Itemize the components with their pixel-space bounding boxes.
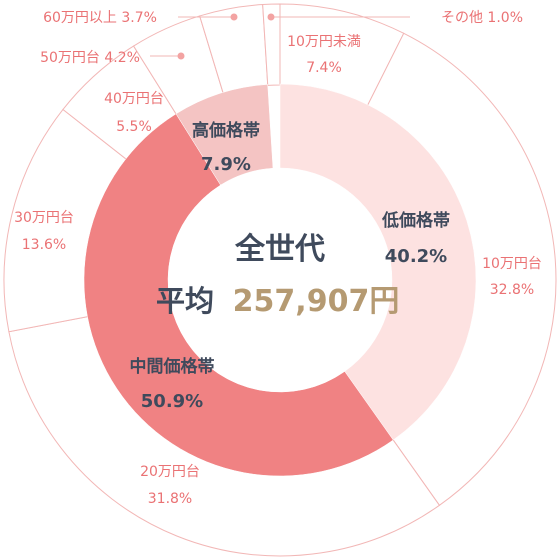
center-title: 全世代 [234,232,325,267]
inner-label-value-1: 40.2% [385,246,447,267]
inner-label-name-3: 高価格帯 [192,120,260,141]
inner-label-value-2: 50.9% [141,391,203,412]
inner-ring-group [83,83,477,477]
outer-label-name-1: 10万円未満 [287,34,361,50]
outer-label-name-4: 30万円台 [14,210,74,226]
outer-label-value-1: 7.4% [306,60,342,76]
inner-label-group: 低価格帯 40.2% 中間価格帯 50.9% 高価格帯 7.9% [130,120,451,412]
outer-label-group: 10万円未満 7.4% 10万円台 32.8% 20万円台 31.8% 30万円台 13.6%… [14,10,542,507]
outer-label-name-2: 10万円台 [482,256,542,272]
inner-slice-2 [83,113,394,477]
outer-label-8: その他 1.0% [441,10,523,26]
inner-label-value-3: 7.9% [201,154,251,175]
inner-slice-3 [175,84,274,186]
outer-label-value-4: 13.6% [22,237,66,253]
outer-label-value-3: 31.8% [148,491,192,507]
average-label: 平均 [156,284,214,318]
leader-line-group [150,13,410,60]
leader-dot-2 [230,13,238,21]
outer-ring-group [3,3,557,557]
leader-dot-3 [267,13,275,21]
outer-label-7: 60万円以上 3.7% [43,10,157,26]
outer-label-name-5: 40万円台 [104,91,164,107]
outer-label-6: 50万円台 4.2% [40,50,140,66]
leader-dot-1 [177,52,185,60]
outer-label-name-3: 20万円台 [140,464,200,480]
average-value: 257,907円 [233,284,400,319]
inner-label-name-2: 中間価格帯 [130,356,215,377]
outer-label-value-5: 5.5% [116,119,152,135]
inner-slice-1 [279,83,477,441]
center-label-group: 全世代 平均 257,907円 [156,232,399,319]
inner-label-name-1: 低価格帯 [381,210,450,231]
outer-label-value-2: 32.8% [490,282,534,298]
